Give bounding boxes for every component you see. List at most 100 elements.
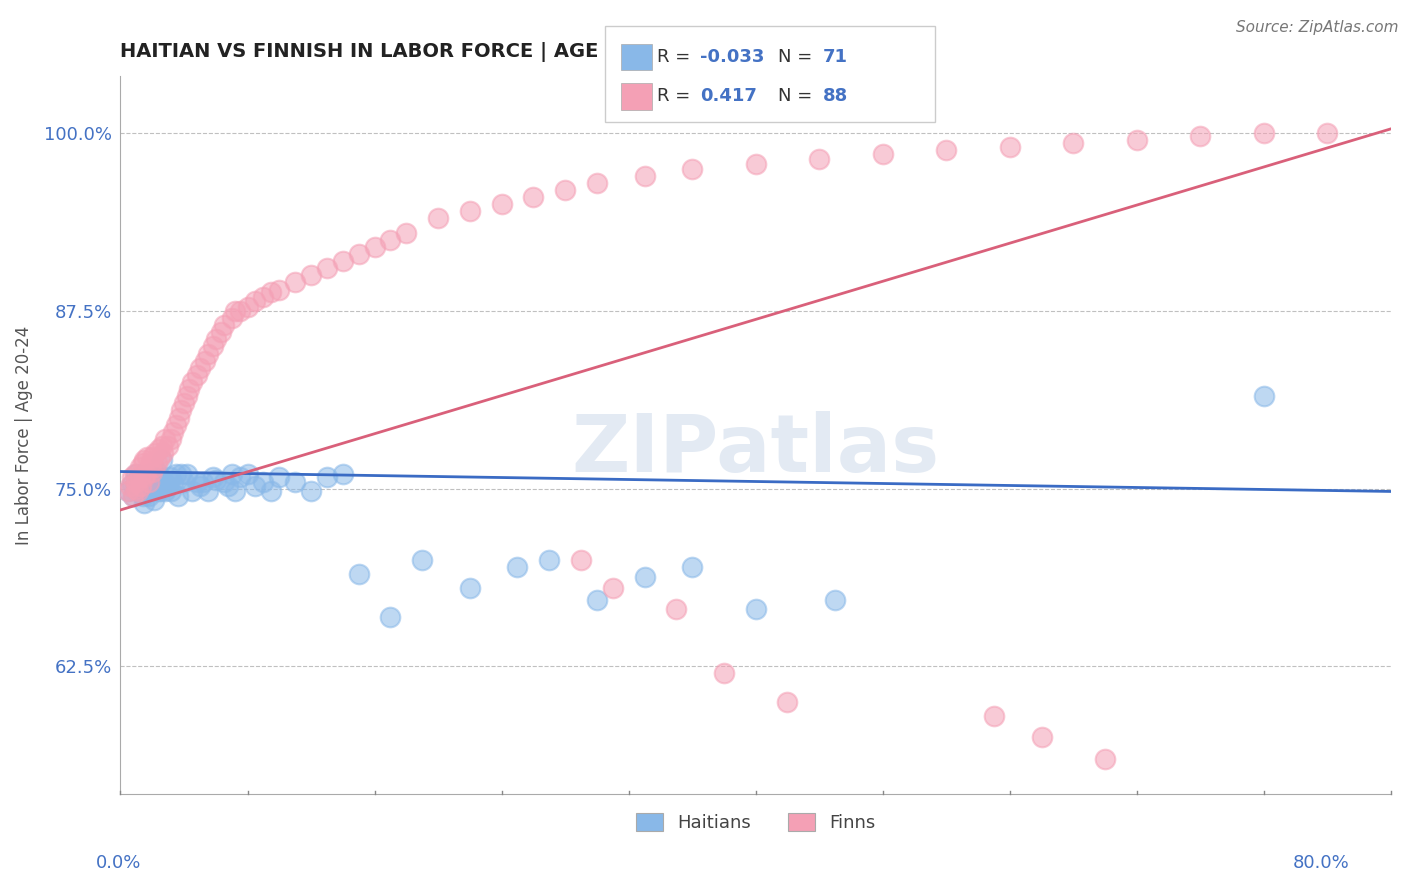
Point xyxy=(252,290,274,304)
Point xyxy=(170,403,193,417)
Text: 80.0%: 80.0% xyxy=(1294,855,1350,872)
Point xyxy=(146,484,169,499)
Point xyxy=(134,470,156,484)
Text: R =: R = xyxy=(657,87,696,105)
Point xyxy=(506,559,529,574)
Point xyxy=(221,310,243,325)
Point xyxy=(142,460,165,475)
Point xyxy=(411,552,433,566)
Text: N =: N = xyxy=(778,87,817,105)
Point xyxy=(167,410,190,425)
Point xyxy=(316,470,339,484)
Point xyxy=(665,602,688,616)
Point xyxy=(522,190,544,204)
Point xyxy=(245,293,267,308)
Point xyxy=(228,303,250,318)
Point xyxy=(204,332,226,346)
Point xyxy=(149,450,172,465)
Point xyxy=(586,176,609,190)
Point xyxy=(180,375,202,389)
Point xyxy=(212,475,235,489)
Text: -0.033: -0.033 xyxy=(700,48,765,66)
Point xyxy=(194,353,217,368)
Point xyxy=(191,475,214,489)
Point xyxy=(1253,126,1275,140)
Point xyxy=(633,169,655,183)
Point xyxy=(128,484,150,499)
Point xyxy=(808,152,831,166)
Point xyxy=(141,465,163,479)
Text: R =: R = xyxy=(657,48,696,66)
Point xyxy=(713,666,735,681)
Text: 71: 71 xyxy=(823,48,848,66)
Point xyxy=(129,479,152,493)
Point xyxy=(824,592,846,607)
Point xyxy=(149,470,172,484)
Point xyxy=(134,482,156,496)
Text: N =: N = xyxy=(778,48,817,66)
Point xyxy=(935,143,957,157)
Point xyxy=(145,473,167,487)
Point xyxy=(125,475,148,489)
Point xyxy=(117,484,139,499)
Point xyxy=(170,467,193,482)
Point xyxy=(204,473,226,487)
Point xyxy=(173,475,195,489)
Point xyxy=(744,602,766,616)
Point xyxy=(142,493,165,508)
Point xyxy=(209,325,232,339)
Point xyxy=(159,470,181,484)
Point xyxy=(138,489,160,503)
Point xyxy=(125,482,148,496)
Point xyxy=(269,470,291,484)
Point xyxy=(166,489,188,503)
Point xyxy=(538,552,561,566)
Point xyxy=(165,417,187,432)
Point xyxy=(983,709,1005,723)
Point xyxy=(260,285,283,300)
Point xyxy=(201,339,224,353)
Point xyxy=(153,432,176,446)
Text: 0.417: 0.417 xyxy=(700,87,756,105)
Point xyxy=(380,609,402,624)
Point xyxy=(332,254,354,268)
Point xyxy=(149,484,172,499)
Point xyxy=(1126,133,1149,147)
Point xyxy=(201,470,224,484)
Point xyxy=(139,456,162,470)
Text: HAITIAN VS FINNISH IN LABOR FORCE | AGE 20-24 CORRELATION CHART: HAITIAN VS FINNISH IN LABOR FORCE | AGE … xyxy=(121,42,908,62)
Point xyxy=(134,496,156,510)
Point xyxy=(117,484,139,499)
Point xyxy=(681,161,703,176)
Point xyxy=(347,566,370,581)
Point xyxy=(245,479,267,493)
Point xyxy=(138,475,160,489)
Point xyxy=(1189,128,1212,143)
Point xyxy=(177,382,200,396)
Point xyxy=(121,470,143,484)
Point xyxy=(176,467,198,482)
Point xyxy=(284,475,307,489)
Point xyxy=(224,484,246,499)
Point xyxy=(316,261,339,276)
Point xyxy=(160,432,183,446)
Point xyxy=(197,346,219,360)
Point xyxy=(145,446,167,460)
Point xyxy=(252,475,274,489)
Point xyxy=(395,226,418,240)
Point xyxy=(569,552,592,566)
Point xyxy=(299,268,322,283)
Point xyxy=(284,276,307,290)
Point xyxy=(152,446,174,460)
Point xyxy=(363,240,385,254)
Point xyxy=(602,581,624,595)
Point xyxy=(125,467,148,482)
Point xyxy=(142,467,165,482)
Point xyxy=(228,470,250,484)
Point xyxy=(1094,752,1116,766)
Point xyxy=(1316,126,1339,140)
Point xyxy=(269,283,291,297)
Point xyxy=(150,439,173,453)
Point xyxy=(139,477,162,491)
Point xyxy=(162,475,184,490)
